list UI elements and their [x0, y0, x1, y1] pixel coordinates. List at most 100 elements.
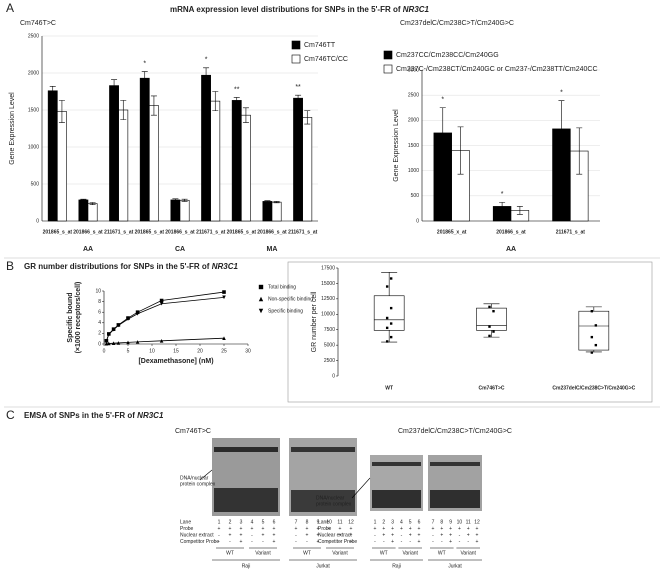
lane-cell: -: [295, 532, 297, 538]
row-label: Probe: [180, 526, 194, 532]
point: [492, 310, 495, 313]
error-bar: [516, 206, 523, 215]
pointer: [351, 477, 371, 499]
x-tick-label: 20: [197, 348, 203, 354]
lane-cell: +: [374, 526, 377, 532]
bar: [78, 199, 89, 222]
x-tick-label: 0: [103, 348, 106, 354]
x-tick-label: 201866_s_at: [257, 229, 287, 235]
lane-cell: +: [229, 532, 232, 538]
lane-cell: +: [240, 539, 243, 545]
legend-marker: [258, 284, 264, 290]
lane-cell: +: [391, 526, 394, 532]
point: [389, 335, 393, 339]
row-label: Competitor Probe: [180, 539, 219, 545]
panel-heading: EMSA of SNPs in the 5'-FR of NR3C1: [24, 411, 164, 420]
heading-gene: NR3C1: [212, 262, 239, 271]
whisker: [483, 330, 500, 338]
genotype-label: Variant: [255, 550, 271, 556]
lane-cell: +: [317, 539, 320, 545]
error-bar: [264, 200, 271, 203]
lane-cell: +: [449, 539, 452, 545]
lane-cell: -: [262, 539, 264, 545]
bar: [231, 100, 242, 222]
legend-swatch: [383, 64, 393, 74]
y-tick-label: 2: [98, 331, 101, 337]
lane-cell: +: [467, 532, 470, 538]
row-label: Lane: [180, 519, 191, 525]
panel-label: C: [6, 408, 15, 422]
point: [107, 341, 111, 346]
cell-label: Jurkat: [448, 563, 462, 569]
lane-cell: 3: [240, 519, 243, 525]
bar: [47, 90, 58, 222]
lane-cell: +: [317, 526, 320, 532]
group-label: MA: [267, 246, 278, 253]
point: [135, 340, 140, 344]
y-tick-label: 2500: [408, 92, 419, 98]
gel-band: [291, 490, 355, 512]
fit-line: [106, 296, 225, 342]
y-axis-label: (×1000 receptors/cell): [75, 282, 82, 354]
heading-text: mRNA expression level distributions for …: [170, 5, 403, 14]
significance-label: **: [295, 84, 301, 91]
error-bar: [120, 100, 127, 120]
lane-cell: +: [418, 526, 421, 532]
genotype-label: WT: [380, 550, 388, 556]
lane-cell: 7: [432, 519, 435, 525]
bar: [271, 201, 282, 222]
x-tick-label: 201865_x_at: [437, 229, 467, 235]
lane-cell: +: [391, 539, 394, 545]
lane-cell: -: [328, 539, 330, 545]
lane-cell: -: [401, 532, 403, 538]
y-tick-label: 12500: [321, 296, 335, 302]
lane-cell: 8: [306, 519, 309, 525]
box: [373, 295, 405, 331]
lane-cell: 5: [409, 519, 412, 525]
error-bar: [49, 86, 56, 96]
bar: [262, 201, 273, 222]
panel-heading: GR number distributions for SNPs in the …: [24, 262, 238, 271]
point: [111, 341, 116, 346]
box-frame: [287, 261, 653, 403]
lane-cell: -: [383, 539, 385, 545]
error-bar: [242, 107, 249, 123]
lane-cell: +: [449, 526, 452, 532]
point: [594, 324, 598, 327]
lane-cell: 1: [218, 519, 221, 525]
significance-label: *: [441, 97, 444, 104]
gel-band: [430, 490, 480, 508]
error-bar: [295, 94, 302, 102]
heading-gene: NR3C1: [403, 5, 430, 14]
lane-cell: +: [306, 526, 309, 532]
legend-label: Cm237CC/Cm238CC/Cm240GG: [396, 52, 499, 59]
y-axis-label: Specific bound: [67, 292, 74, 342]
error-bar: [273, 201, 280, 204]
panel-heading: mRNA expression level distributions for …: [170, 5, 430, 14]
lane-cell: +: [218, 526, 221, 532]
lane-cell: +: [418, 539, 421, 545]
complex-label: protein complex: [316, 501, 352, 507]
bar: [210, 100, 221, 222]
whisker: [381, 272, 398, 296]
y-tick-label: 15000: [321, 281, 335, 287]
point: [389, 306, 393, 310]
box: [578, 310, 610, 351]
genotype-label: WT: [226, 550, 234, 556]
bar: [179, 199, 190, 222]
bar: [139, 77, 150, 222]
lane-cell: -: [218, 539, 220, 545]
error-bar: [150, 95, 157, 116]
lane-cell: +: [476, 532, 479, 538]
gel-band: [291, 447, 355, 452]
lane-cell: 2: [229, 519, 232, 525]
x-tick-label: 15: [173, 348, 179, 354]
lane-cell: +: [391, 532, 394, 538]
lane-cell: +: [418, 532, 421, 538]
legend-label: Total binding: [268, 284, 296, 290]
y-tick-label: 5000: [324, 342, 335, 348]
bar: [241, 114, 251, 222]
lane-cell: -: [251, 532, 253, 538]
point: [222, 336, 226, 340]
point: [385, 340, 389, 343]
